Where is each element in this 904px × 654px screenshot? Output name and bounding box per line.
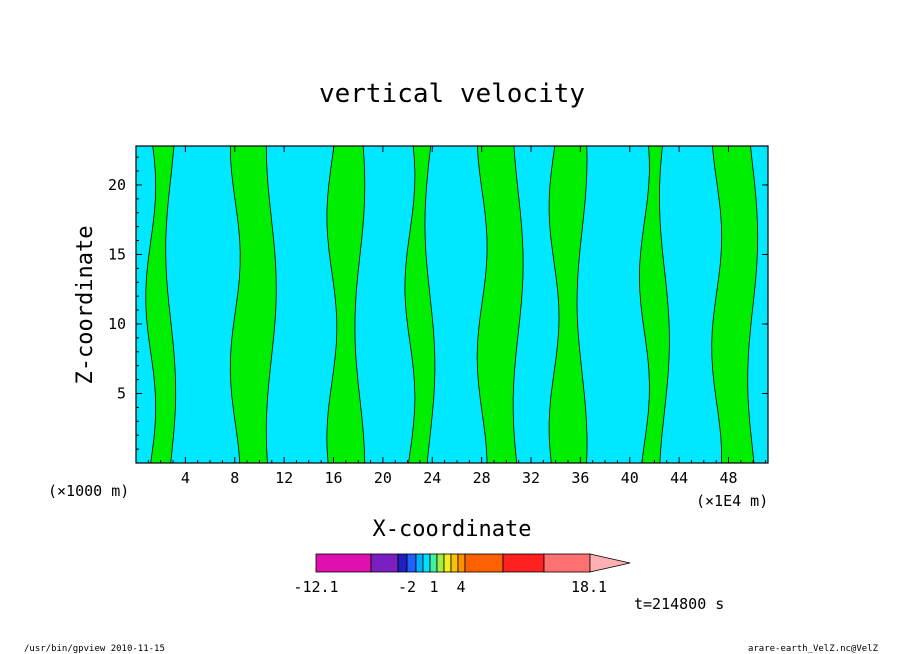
x-tick-label: 8 — [230, 469, 239, 487]
x-tick-label: 4 — [181, 469, 190, 487]
x-tick-label: 16 — [324, 469, 342, 487]
x-unit-right-label: (×1E4 m) — [696, 492, 768, 510]
colorbar-segment — [370, 553, 399, 573]
x-tick-label: 44 — [670, 469, 688, 487]
timestamp-label: t=214800 s — [634, 595, 724, 613]
colorbar-segment — [464, 553, 504, 573]
y-tick-label: 20 — [108, 176, 126, 194]
colorbar-segment — [315, 553, 372, 573]
footer-left: /usr/bin/gpview 2010-11-15 — [24, 644, 165, 654]
x-tick-label: 24 — [423, 469, 441, 487]
x-tick-label: 36 — [571, 469, 589, 487]
colorbar-segment — [429, 553, 438, 573]
colorbar-label: -2 — [398, 578, 416, 596]
x-tick-label: 32 — [522, 469, 540, 487]
colorbar-label: -12.1 — [293, 578, 338, 596]
x-tick-label: 48 — [719, 469, 737, 487]
plot-frame — [135, 145, 769, 464]
y-axis: 5 10 15 20 — [108, 156, 768, 450]
footer-right: arare-earth_VelZ.nc@VelZ — [748, 644, 879, 654]
y-tick-label: 10 — [108, 315, 126, 333]
y-axis-label: Z-coordinate — [73, 226, 98, 385]
x-axis-label: X-coordinate — [373, 517, 532, 542]
contour-field — [145, 145, 759, 464]
x-tick-label: 12 — [275, 469, 293, 487]
colorbar-segment — [422, 553, 431, 573]
colorbar-label: 18.1 — [571, 578, 607, 596]
x-unit-label: (×1000 m) — [48, 482, 129, 500]
x-axis: 4 8 12 16 20 24 28 32 36 40 44 48 — [147, 146, 767, 487]
x-tick-label: 28 — [473, 469, 491, 487]
x-tick-label: 40 — [621, 469, 639, 487]
x-tick-label: 20 — [374, 469, 392, 487]
plot-background — [136, 146, 768, 463]
colorbar-segment — [443, 553, 452, 573]
chart-title: vertical velocity — [319, 79, 585, 109]
y-tick-label: 15 — [108, 245, 126, 263]
colorbar-segment — [450, 553, 459, 573]
colorbar-segment — [502, 553, 545, 573]
colorbar-segment — [415, 553, 424, 573]
colorbar-segment — [436, 553, 445, 573]
colorbar — [315, 553, 631, 573]
colorbar-label: 4 — [456, 578, 465, 596]
colorbar-segment — [543, 553, 591, 573]
colorbar-segment — [457, 553, 466, 573]
colorbar-arrow — [589, 553, 631, 573]
colorbar-segment — [397, 553, 408, 573]
colorbar-segment — [406, 553, 417, 573]
y-tick-label: 5 — [117, 384, 126, 402]
colorbar-labels: -12.1 -2 1 4 18.1 — [293, 578, 607, 596]
colorbar-label: 1 — [429, 578, 438, 596]
